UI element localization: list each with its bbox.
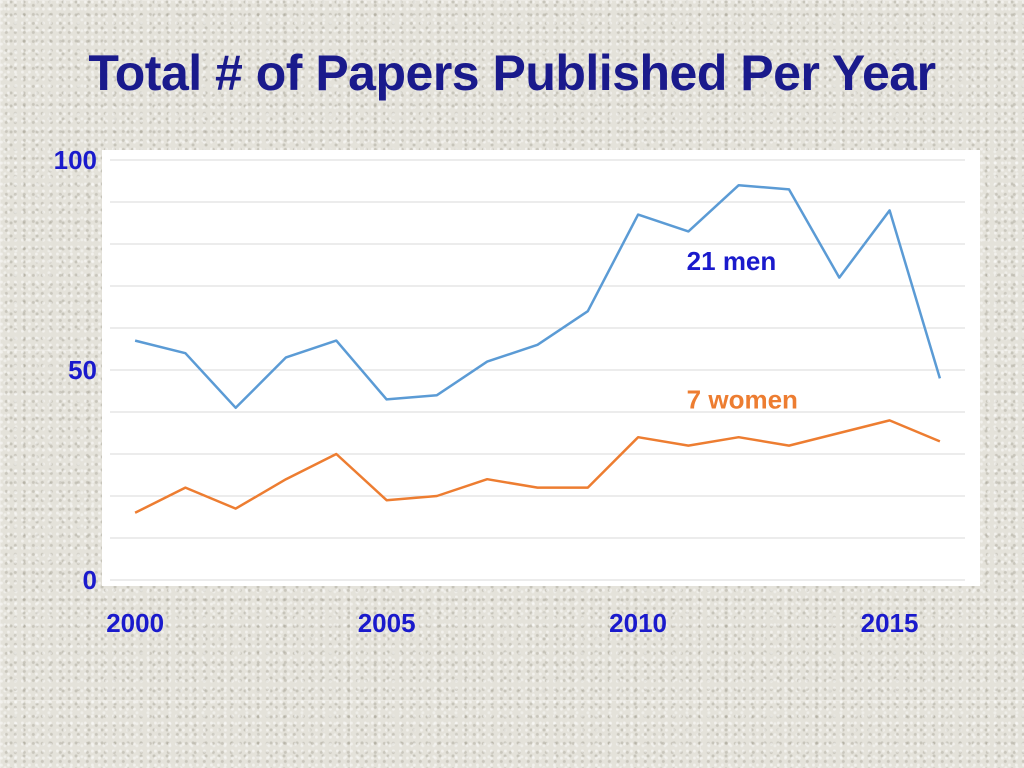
- series-label: 21 men: [687, 246, 777, 276]
- slide-title: Total # of Papers Published Per Year: [88, 45, 936, 101]
- series-label: 7 women: [687, 384, 798, 414]
- x-tick-label: 2000: [106, 608, 164, 638]
- y-tick-label: 100: [54, 145, 97, 175]
- x-tick-label: 2005: [358, 608, 416, 638]
- x-tick-label: 2010: [609, 608, 667, 638]
- plot-area: [102, 150, 980, 586]
- series-line-men: [134, 183, 942, 410]
- series-line-women: [134, 419, 941, 514]
- y-tick-label: 0: [83, 565, 97, 595]
- x-tick-label: 2015: [861, 608, 919, 638]
- y-tick-label: 50: [68, 355, 97, 385]
